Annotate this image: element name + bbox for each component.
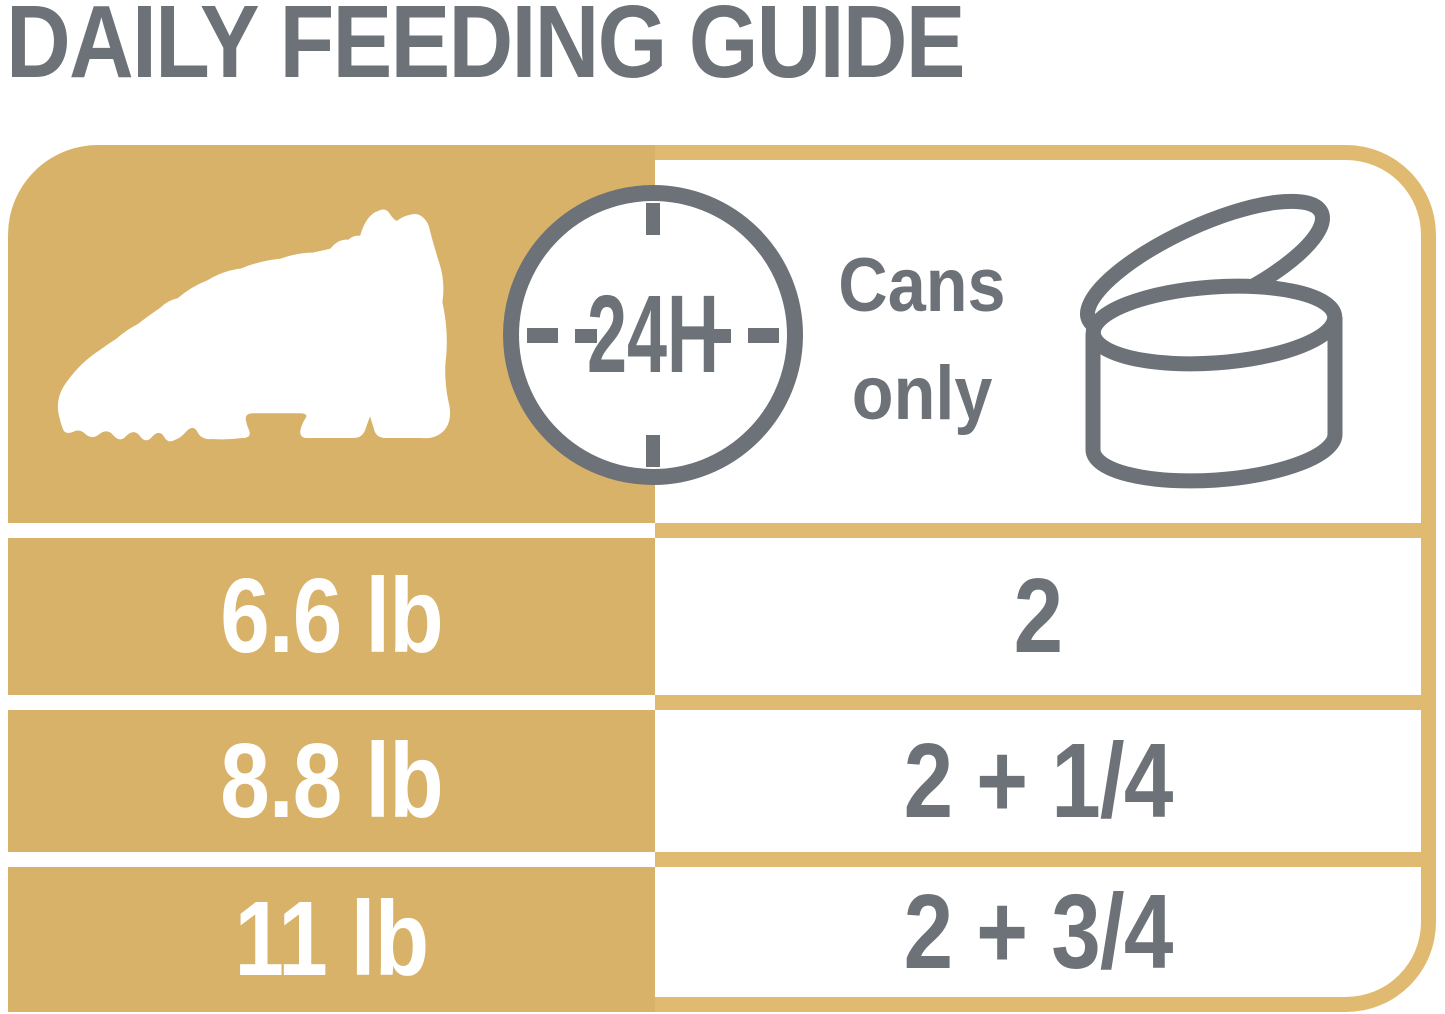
cans-only-label: Cans only — [822, 232, 1022, 448]
clock-24h-label: 24H — [587, 273, 719, 396]
cans-only-line2: only — [851, 351, 993, 436]
24h-clock-icon: 24H — [503, 185, 803, 485]
weight-value-1: 6.6 lb — [220, 557, 443, 675]
row-separator — [655, 852, 1421, 867]
cans-value-2: 2 + 1/4 — [903, 721, 1174, 840]
row-separator — [655, 695, 1421, 710]
cans-row-2: 2 + 1/4 — [670, 710, 1406, 852]
weight-row-block — [8, 867, 655, 1012]
weight-row-block — [8, 538, 655, 695]
weight-row-block — [8, 710, 655, 852]
weight-row-2: 8.8 lb — [8, 710, 655, 852]
cans-row-3: 2 + 3/4 — [670, 867, 1406, 998]
cans-only-line1: Cans — [838, 243, 1006, 329]
cans-value-1: 2 — [1013, 557, 1064, 675]
weight-value-2: 8.8 lb — [220, 721, 443, 840]
cans-row-1: 2 — [670, 538, 1406, 695]
weight-row-3: 11 lb — [8, 867, 655, 1012]
weight-row-1: 6.6 lb — [8, 538, 655, 695]
open-can-icon — [1080, 193, 1343, 489]
cat-silhouette-icon — [57, 209, 451, 442]
cans-value-3: 2 + 3/4 — [903, 873, 1174, 991]
page-title: DAILY FEEDING GUIDE — [6, 0, 966, 99]
weight-value-3: 11 lb — [234, 880, 430, 998]
row-separator — [655, 523, 1421, 538]
